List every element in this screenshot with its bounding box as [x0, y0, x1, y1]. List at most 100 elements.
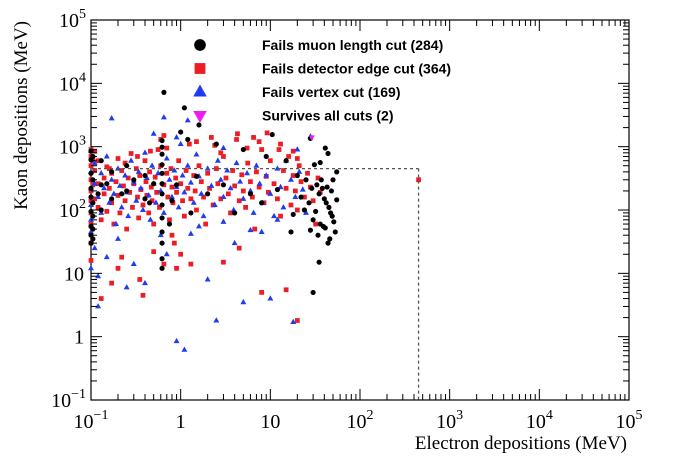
legend-label: Fails vertex cut (169) [262, 84, 401, 100]
data-point [88, 194, 94, 200]
data-point [224, 167, 231, 173]
data-point [125, 212, 132, 219]
tick-labels: 10−1 1 10 102 103 104 105 10−1 1 10 102 103 104 105 [51, 7, 642, 433]
data-point [142, 196, 148, 202]
data-point [98, 296, 104, 301]
data-point [223, 175, 229, 181]
data-point [278, 213, 283, 219]
data-point [90, 200, 96, 206]
data-point [302, 194, 307, 200]
data-point [95, 158, 101, 164]
data-point [303, 177, 309, 183]
legend-label: Survives all cuts (2) [262, 108, 394, 124]
data-point [325, 150, 331, 157]
data-point [121, 183, 126, 189]
data-point [190, 199, 197, 205]
data-point [163, 250, 170, 257]
data-point [95, 191, 101, 197]
data-point [236, 198, 242, 204]
data-point [88, 185, 94, 191]
data-point [130, 260, 137, 267]
data-point [166, 176, 173, 182]
legend-label: Fails detector edge cut (364) [262, 61, 451, 77]
data-point [271, 212, 278, 219]
data-point [232, 183, 238, 189]
data-point [109, 196, 115, 202]
data-point [108, 115, 115, 121]
data-point [196, 163, 202, 169]
data-point [188, 210, 194, 216]
data-point [299, 186, 306, 192]
data-point [95, 272, 102, 279]
data-point [151, 181, 157, 187]
data-point [292, 193, 299, 200]
data-point [200, 212, 207, 219]
data-point [143, 179, 149, 185]
data-point [186, 141, 192, 147]
data-point [161, 133, 167, 138]
data-point [322, 145, 328, 151]
data-point [95, 181, 101, 187]
data-point [204, 276, 211, 282]
y-tick-label: 10 [64, 263, 84, 285]
data-point [331, 219, 337, 225]
data-point [185, 136, 191, 143]
data-point [91, 159, 98, 166]
data-point [159, 191, 165, 197]
data-point [318, 177, 324, 183]
data-point [101, 191, 107, 197]
data-point [130, 205, 135, 210]
data-point [334, 169, 340, 175]
data-point [313, 221, 319, 227]
x-tick-label: 10 [260, 411, 280, 433]
data-point [310, 289, 316, 295]
data-point [205, 191, 211, 197]
data-point [135, 154, 140, 159]
data-point [148, 184, 154, 190]
data-point [140, 206, 146, 212]
data-point [118, 204, 125, 210]
data-point [240, 188, 246, 194]
data-point [316, 191, 322, 197]
data-point [127, 189, 133, 195]
data-point [243, 205, 248, 210]
data-point [236, 245, 242, 251]
data-point [187, 179, 194, 185]
data-point [292, 188, 298, 194]
data-point [179, 172, 186, 178]
legend-marker [193, 111, 207, 123]
data-point [159, 144, 165, 150]
data-point [208, 182, 215, 188]
data-point [269, 132, 275, 138]
y-tick-label: 104 [59, 70, 86, 95]
data-point [147, 216, 154, 222]
data-point [290, 173, 296, 178]
data-point [247, 226, 254, 233]
data-point [88, 258, 94, 263]
data-point [239, 172, 245, 178]
data-point [320, 223, 326, 230]
data-point [173, 175, 179, 181]
data-point [288, 176, 294, 182]
data-point [122, 160, 128, 166]
data-point [240, 298, 247, 305]
data-point [259, 200, 265, 206]
data-point [167, 217, 172, 223]
data-point [309, 185, 315, 191]
data-point [188, 196, 194, 202]
data-point [228, 210, 233, 216]
data-point [184, 117, 191, 123]
data-point [181, 105, 187, 111]
data-point [117, 210, 123, 216]
axis-ticks [90, 19, 630, 401]
data-point [330, 177, 336, 183]
data-point [119, 191, 125, 197]
data-point [149, 198, 155, 204]
data-point [91, 244, 98, 251]
x-tick-label: 105 [616, 408, 643, 433]
data-point [164, 145, 170, 151]
data-point [281, 168, 286, 173]
data-point [247, 187, 254, 193]
data-point [106, 185, 112, 191]
data-point [98, 158, 104, 164]
